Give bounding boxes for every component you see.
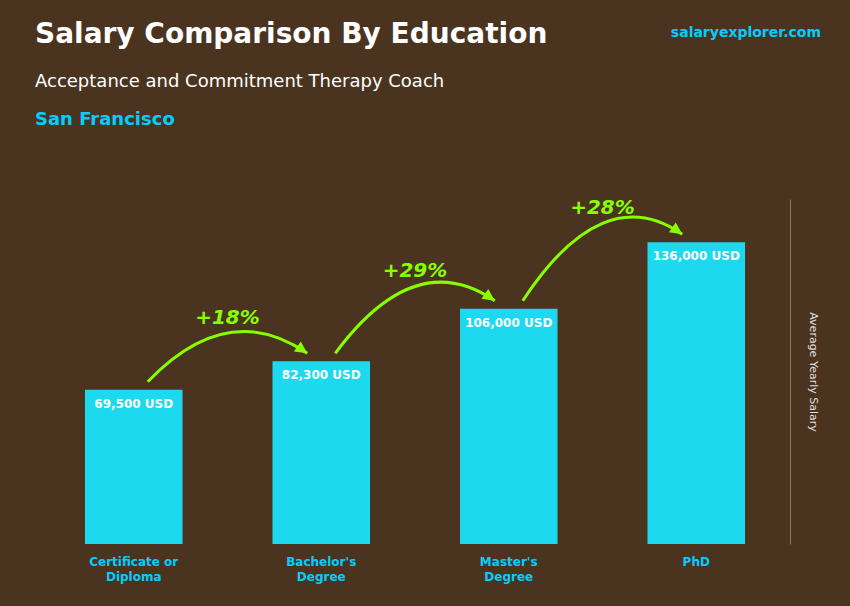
- svg-text:Salary Comparison By Education: Salary Comparison By Education: [35, 17, 547, 50]
- svg-text:salaryexplorer.com: salaryexplorer.com: [671, 24, 821, 40]
- svg-text:Degree: Degree: [297, 570, 346, 584]
- svg-text:PhD: PhD: [683, 555, 710, 569]
- svg-text:Average Yearly Salary: Average Yearly Salary: [807, 312, 820, 432]
- svg-text:136,000 USD: 136,000 USD: [653, 249, 740, 263]
- svg-text:San Francisco: San Francisco: [35, 108, 175, 129]
- svg-text:Acceptance and Commitment Ther: Acceptance and Commitment Therapy Coach: [35, 70, 444, 91]
- svg-text:106,000 USD: 106,000 USD: [465, 316, 552, 330]
- svg-text:Bachelor's: Bachelor's: [286, 555, 356, 569]
- svg-text:Degree: Degree: [484, 570, 533, 584]
- svg-text:+18%: +18%: [195, 305, 260, 329]
- svg-text:Diploma: Diploma: [106, 570, 162, 584]
- svg-text:Certificate or: Certificate or: [89, 555, 178, 569]
- svg-text:Master's: Master's: [480, 555, 538, 569]
- svg-text:+28%: +28%: [570, 195, 635, 219]
- svg-text:+29%: +29%: [383, 258, 448, 282]
- svg-text:82,300 USD: 82,300 USD: [282, 368, 361, 382]
- svg-text:69,500 USD: 69,500 USD: [94, 397, 173, 411]
